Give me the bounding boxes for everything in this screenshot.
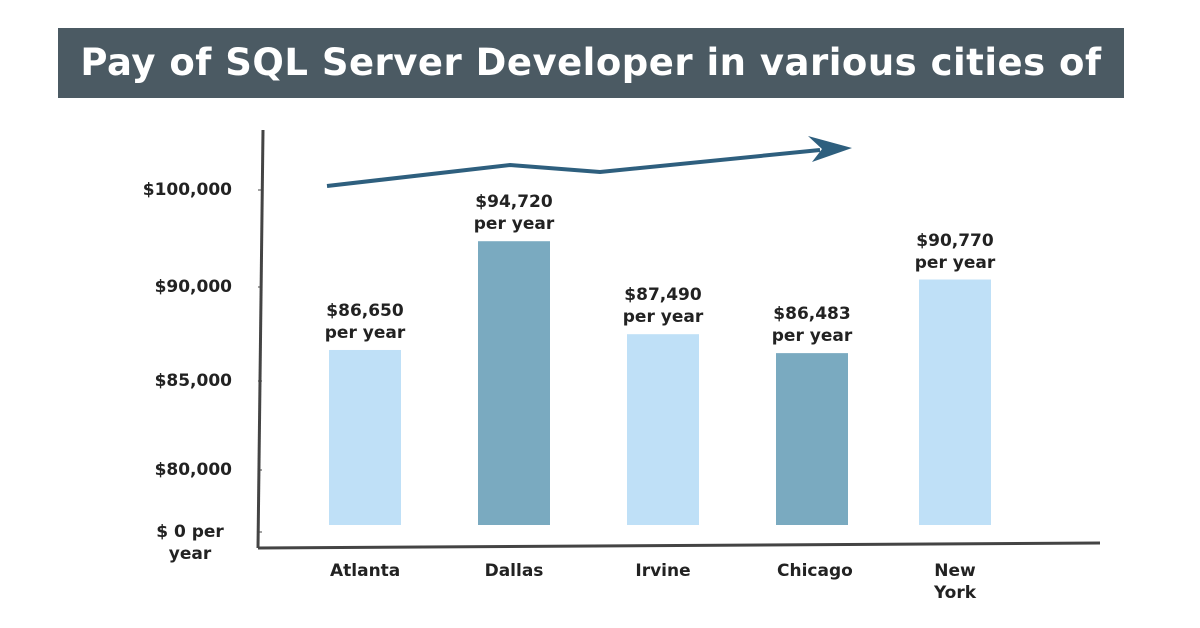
value-label: $87,490 per year [622, 285, 704, 328]
y-tick-label: $85,000 [154, 371, 232, 391]
bar [776, 353, 848, 525]
y-tick-label: $100,000 [142, 180, 232, 200]
value-label: $86,650 per year [324, 300, 406, 343]
value-label: $86,483 per year [771, 304, 853, 347]
bar [329, 349, 401, 525]
x-tick-label: Atlanta [330, 561, 401, 581]
x-axis [257, 541, 1101, 550]
x-tick-label: New York [933, 561, 977, 603]
bar [919, 279, 991, 525]
x-tick-label: Chicago [777, 561, 853, 581]
value-label: $94,720 per year [473, 192, 555, 235]
bar [627, 334, 699, 525]
y-tick-label: $ 0 per year [156, 522, 224, 564]
chart-title: Pay of SQL Server Developer in various c… [58, 28, 1124, 154]
bar [478, 241, 550, 525]
trend-arrow-head [808, 136, 852, 162]
x-tick-label: Dallas [484, 561, 544, 581]
x-tick-label: Irvine [635, 561, 691, 581]
y-tick-label: $80,000 [154, 460, 232, 480]
y-axis [256, 129, 265, 549]
y-tick-label: $90,000 [154, 277, 232, 297]
trend-arrow [326, 148, 821, 188]
value-label: $90,770 per year [914, 230, 996, 273]
